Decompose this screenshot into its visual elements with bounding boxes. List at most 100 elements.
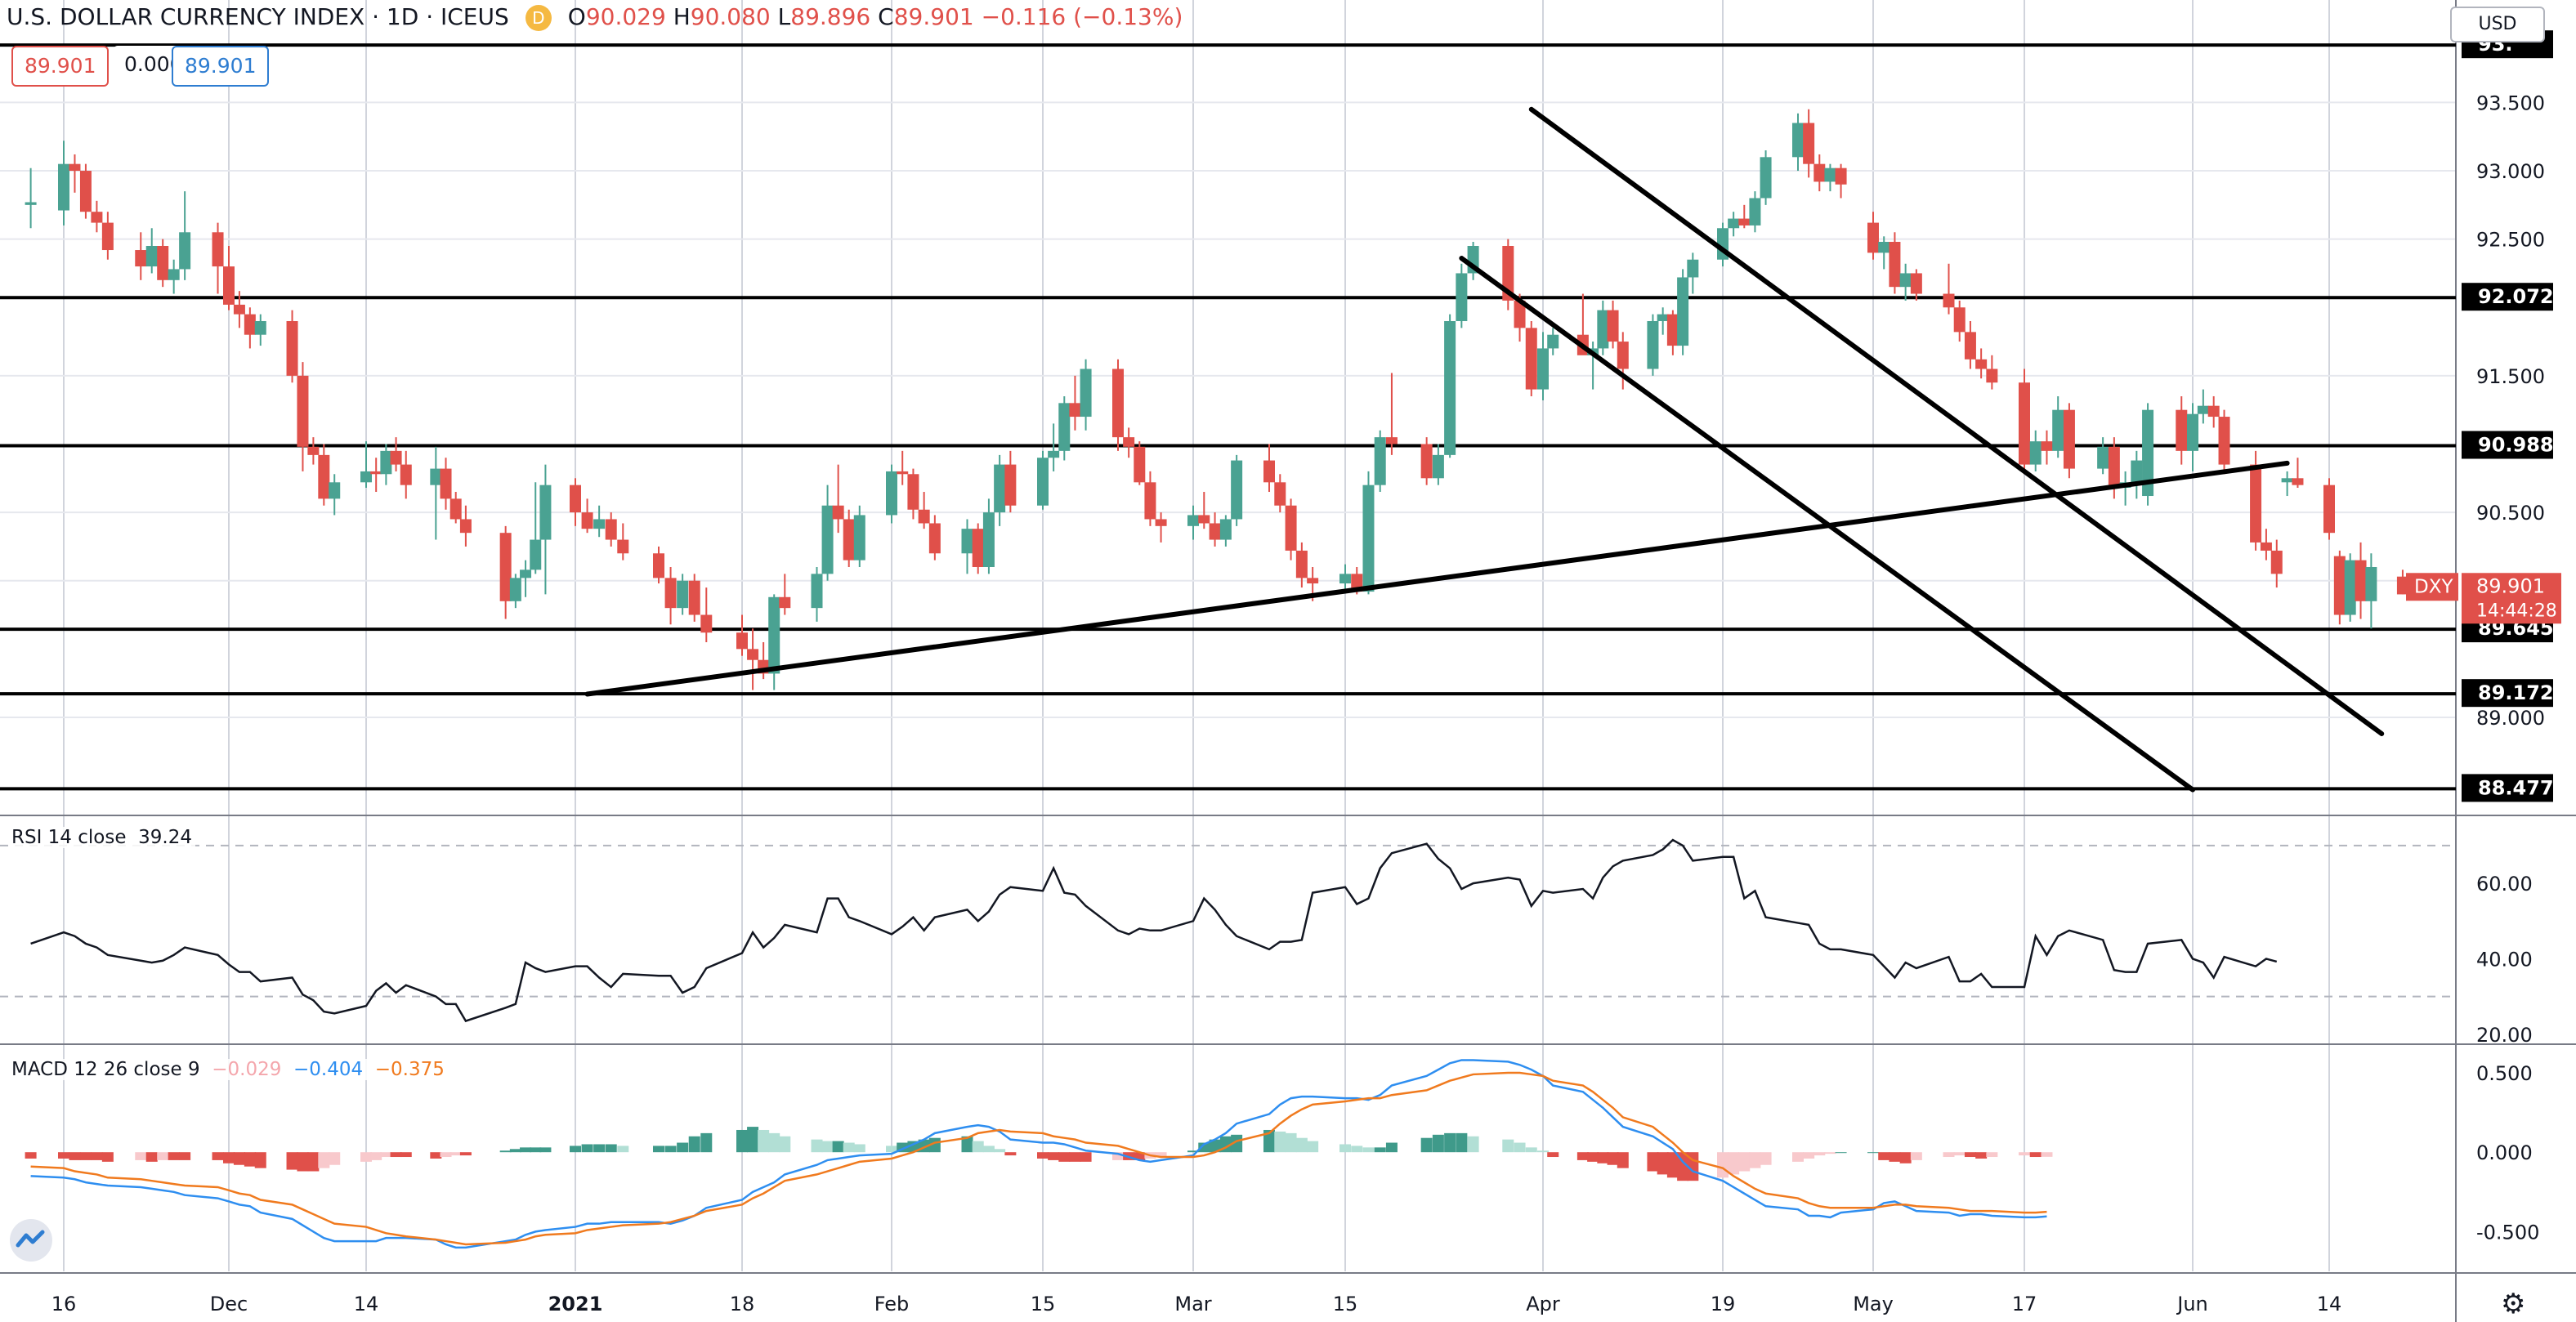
candle: [101, 212, 114, 260]
symbol-title[interactable]: U.S. DOLLAR CURRENCY INDEX · 1D · ICEUS: [7, 3, 509, 30]
rsi-legend[interactable]: RSI 14 close 39.24: [8, 827, 195, 848]
candle-body: [1792, 123, 1804, 158]
candle: [1647, 314, 1659, 376]
macd-histogram-bar: [400, 1152, 412, 1158]
time-tick-label: 2021: [548, 1293, 603, 1315]
macd-histogram-bar: [212, 1152, 224, 1160]
macd-histogram-bar: [1374, 1147, 1386, 1153]
candle-body: [1187, 515, 1199, 526]
macd-histogram-bar: [1525, 1147, 1537, 1153]
candle: [1069, 375, 1081, 431]
ticker-symbol: DXY: [2414, 576, 2453, 597]
macd-histogram-bar: [994, 1149, 1006, 1153]
candle: [1144, 471, 1156, 526]
price-tick-label: 90.500: [2476, 502, 2545, 525]
candle: [25, 167, 37, 229]
macd-histogram-bar: [832, 1141, 844, 1153]
macd-histogram-bar: [1362, 1147, 1375, 1153]
macd-histogram-bar: [1155, 1152, 1167, 1158]
candle-body: [1835, 167, 1847, 185]
candle-body: [440, 468, 452, 499]
candle-body: [605, 519, 617, 540]
candle: [843, 509, 855, 567]
candle: [2270, 539, 2283, 588]
candle-body: [1339, 574, 1351, 584]
trendline: [1459, 256, 2195, 793]
candle-body: [2029, 441, 2042, 465]
macd-pane: [10, 1059, 2053, 1262]
candle: [233, 291, 245, 328]
candle: [1456, 263, 1468, 328]
candle: [961, 519, 973, 574]
macd-histogram-bar: [1899, 1152, 1912, 1163]
candle: [440, 458, 452, 510]
candle-body: [1420, 444, 1433, 479]
candle: [2197, 389, 2209, 424]
level-label-box: [2462, 679, 2553, 708]
candle: [994, 454, 1006, 526]
candle-body: [459, 519, 472, 534]
candle-body: [736, 632, 748, 650]
candle: [700, 587, 713, 642]
macd-histogram-bar: [233, 1152, 245, 1165]
macd-histogram-bar: [1285, 1132, 1297, 1153]
macd-histogram-bar: [509, 1149, 521, 1153]
macd-histogram-bar: [58, 1152, 69, 1159]
candle-body: [254, 320, 266, 335]
delayed-badge[interactable]: D: [525, 5, 552, 31]
macd-histogram-bar: [1760, 1152, 1772, 1165]
currency-button[interactable]: USD: [2450, 7, 2545, 42]
candle-body: [179, 232, 191, 270]
time-tick-label: 15: [1031, 1293, 1056, 1315]
candle: [2063, 403, 2075, 479]
time-axis[interactable]: 16 Dec 14 2021 18 Feb 15 Mar 15 Apr 19 May 17 Jun 14: [51, 1293, 2342, 1315]
macd-legend[interactable]: MACD 12 26 close 9 −0.029 −0.404 −0.375: [8, 1059, 448, 1080]
candle-body: [2197, 405, 2209, 414]
trendline: [1528, 106, 2385, 737]
price-axis[interactable]: 93.50093.00092.50091.50090.50090.00089.0…: [2406, 30, 2561, 1244]
macd-tick-label: 0.000: [2476, 1141, 2533, 1164]
macd-histogram-bar: [1835, 1152, 1847, 1154]
candle-body: [1004, 464, 1017, 506]
candle-body: [688, 580, 700, 615]
candle-body: [2207, 405, 2220, 418]
candle-body: [1657, 314, 1669, 321]
candle-body: [2365, 566, 2377, 601]
high-value: 90.080: [690, 3, 771, 30]
candle: [380, 444, 392, 485]
candle-body: [1986, 368, 1998, 383]
low-label: L: [777, 3, 791, 30]
candle: [1975, 348, 1988, 379]
candle: [1525, 320, 1537, 396]
candle: [1749, 191, 1761, 233]
candle-body: [1943, 293, 1955, 308]
macd-histogram-bar: [1576, 1152, 1589, 1160]
candle: [1760, 150, 1772, 205]
candle: [1910, 269, 1922, 301]
ticker-symbol-box: [2406, 573, 2458, 601]
high-label: H: [673, 3, 691, 30]
open-label: O: [567, 3, 586, 30]
level-label: 89.172: [2478, 681, 2554, 704]
candle-body: [768, 596, 780, 674]
macd-histogram-bar: [1943, 1152, 1955, 1158]
candle-body: [1537, 348, 1549, 390]
sell-price-button[interactable]: 89.901: [11, 46, 110, 87]
candle: [509, 574, 521, 609]
candle-body: [1144, 482, 1156, 520]
candle: [168, 259, 180, 294]
candle: [928, 515, 941, 561]
candle-body: [1219, 519, 1232, 540]
macd-histogram-bar: [1187, 1150, 1199, 1153]
gear-icon[interactable]: ⚙: [2501, 1288, 2526, 1320]
candle-body: [907, 474, 919, 510]
candle-body: [2097, 446, 2109, 469]
candle-body: [2281, 478, 2293, 483]
buy-price-button[interactable]: 89.901: [172, 46, 270, 87]
candle-body: [1889, 241, 1901, 288]
macd-histogram-bar: [1953, 1152, 1966, 1156]
level-label: 90.988: [2478, 433, 2554, 456]
macd-histogram-bar: [1198, 1142, 1210, 1153]
